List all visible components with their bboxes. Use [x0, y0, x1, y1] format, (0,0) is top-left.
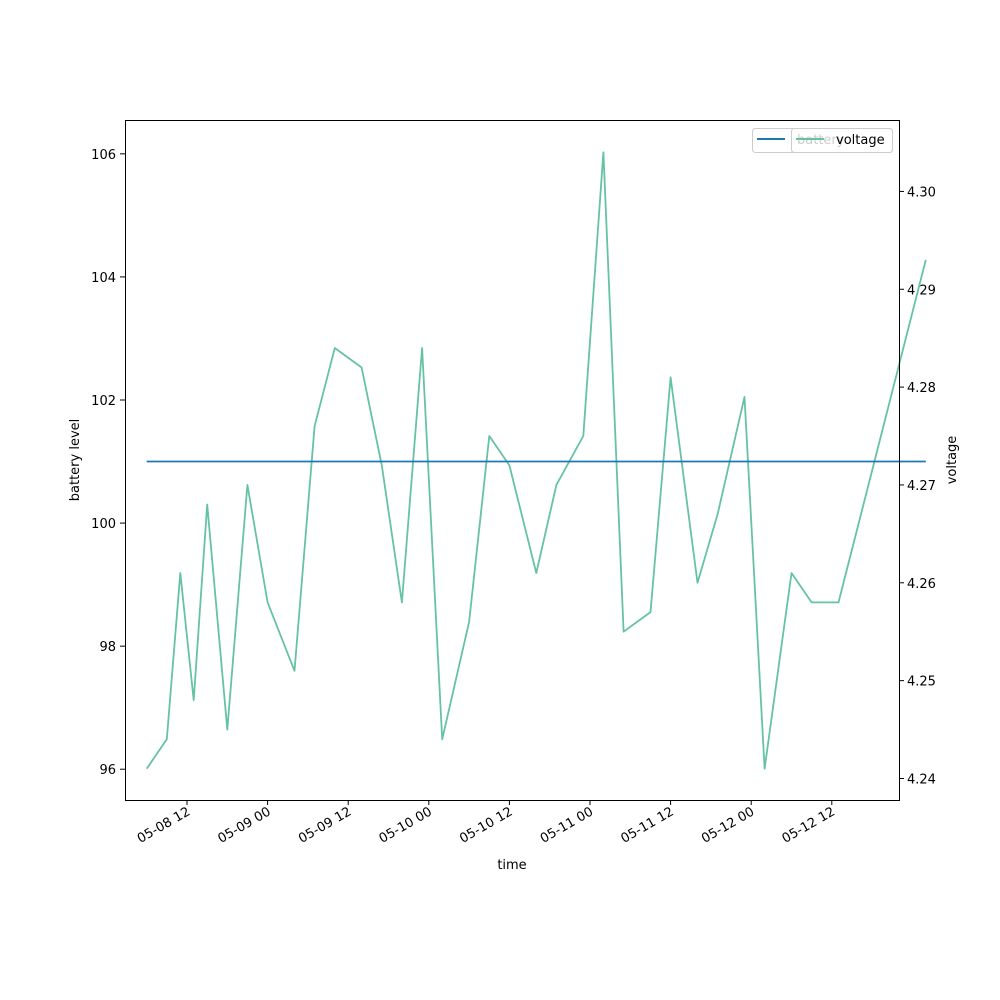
- left-tick-label: 104: [91, 271, 116, 286]
- x-axis-title: time: [497, 858, 526, 873]
- right-tick-label: 4.29: [907, 283, 936, 298]
- right-tick-label: 4.24: [907, 772, 936, 787]
- x-tick-label: 05-11 00: [538, 804, 596, 846]
- right-tick-label: 4.27: [907, 479, 936, 494]
- left-tick-label: 102: [91, 394, 116, 409]
- legend-voltage-frame: [791, 128, 893, 153]
- series-layer: [145, 151, 927, 770]
- x-tick-label: 05-10 00: [377, 804, 435, 846]
- left-axis-title: battery level: [68, 419, 83, 502]
- legend-voltage-label: voltage: [836, 133, 885, 148]
- right-tick-label: 4.26: [907, 577, 936, 592]
- right-tick-label: 4.30: [907, 185, 936, 200]
- right-axis-ticks: 4.24 4.25 4.26 4.27 4.28 4.29 4.30: [899, 185, 936, 787]
- x-tick-label: 05-09 12: [296, 804, 354, 846]
- left-axis-ticks: 96 98 100 102 104 106: [91, 148, 125, 778]
- right-tick-label: 4.28: [907, 381, 936, 396]
- left-tick-label: 96: [99, 763, 116, 778]
- x-axis-ticks: 05-08 12 05-09 00 05-09 12 05-10 00 05-10 12…: [135, 800, 838, 847]
- x-tick-label: 05-09 00: [215, 804, 273, 846]
- x-tick-label: 05-11 12: [618, 804, 676, 846]
- right-tick-label: 4.25: [907, 675, 936, 690]
- left-tick-label: 100: [91, 517, 116, 532]
- right-axis-title: voltage: [945, 436, 960, 485]
- series-line-voltage: [145, 151, 927, 770]
- plot-frame: [125, 120, 900, 801]
- x-tick-label: 05-10 12: [457, 804, 515, 846]
- left-tick-label: 106: [91, 148, 116, 163]
- left-tick-label: 98: [99, 640, 116, 655]
- x-tick-label: 05-12 12: [780, 804, 838, 846]
- x-tick-label: 05-08 12: [135, 804, 193, 846]
- legend-voltage: voltage: [791, 128, 893, 153]
- x-tick-label: 05-12 00: [699, 804, 757, 846]
